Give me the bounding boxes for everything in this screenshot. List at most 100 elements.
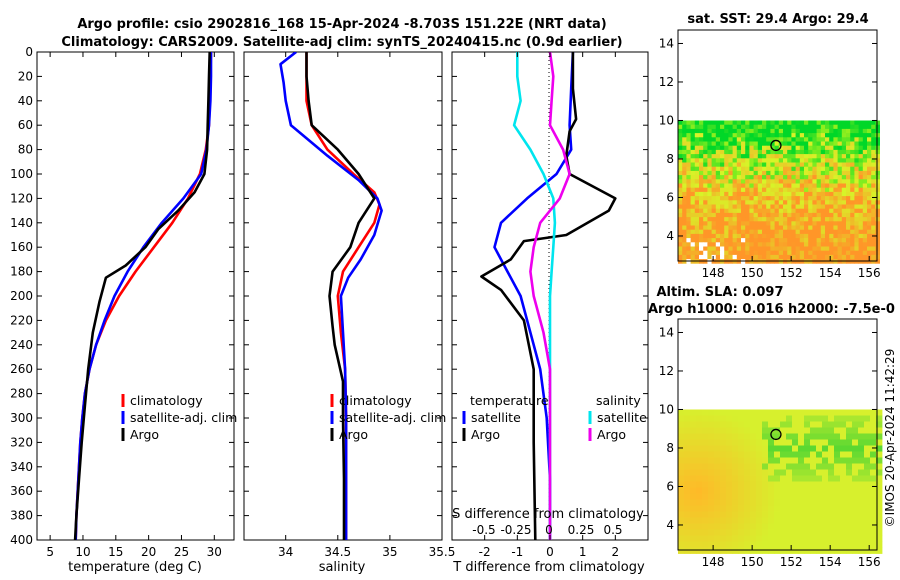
map-cell <box>774 246 780 252</box>
map-cell <box>724 170 729 176</box>
map-cell <box>757 196 763 201</box>
map-cell <box>762 158 767 163</box>
map-cell <box>744 445 751 452</box>
map-cell <box>696 529 703 536</box>
map-cell <box>778 158 784 163</box>
map-cell <box>828 409 835 416</box>
map-cell <box>854 137 859 142</box>
map-cell <box>837 208 843 214</box>
map-cell <box>757 175 763 180</box>
map-cell <box>724 217 729 222</box>
map-cell <box>804 409 811 416</box>
map-cell <box>840 451 847 458</box>
map-cell <box>707 229 712 235</box>
map-cell <box>862 225 868 231</box>
map-cell <box>741 204 746 210</box>
map-cell <box>783 200 788 205</box>
map-cell <box>770 208 775 214</box>
map-cell <box>728 196 733 201</box>
map-cell <box>791 141 796 147</box>
map-cell <box>768 469 775 476</box>
map-cell <box>720 445 727 452</box>
map-cell <box>715 191 721 197</box>
map-cell <box>862 217 868 222</box>
map-cell <box>682 128 687 134</box>
map-cell <box>702 481 709 488</box>
map-cell <box>867 158 872 163</box>
map-cell <box>768 421 775 428</box>
map-cell <box>690 541 697 548</box>
map-cell <box>749 141 754 147</box>
map-cell <box>791 128 796 134</box>
map-cell <box>774 229 780 235</box>
map-cell <box>696 517 703 524</box>
map-cell <box>795 128 801 134</box>
map-cell <box>770 166 775 172</box>
map-cell <box>696 427 703 434</box>
map-cell <box>783 221 788 226</box>
map-cell <box>833 133 838 138</box>
map-cell <box>854 242 859 247</box>
map-cell <box>745 137 750 142</box>
map-cell <box>816 511 823 518</box>
y-tick-label: 400 <box>10 533 33 547</box>
map-cell <box>678 187 683 193</box>
map-cell <box>711 124 717 130</box>
map-cell <box>703 162 708 168</box>
map-cell <box>720 208 725 214</box>
map-cell <box>694 128 700 134</box>
map-cell <box>774 487 781 494</box>
map-cell <box>724 246 729 252</box>
map-cell <box>862 141 868 147</box>
map-cell <box>678 541 685 548</box>
map-cell <box>846 137 851 142</box>
map-cell <box>694 238 700 243</box>
map-cell <box>808 183 813 189</box>
map-cell <box>833 154 838 159</box>
map-cell <box>728 200 733 205</box>
map-cell <box>696 499 703 506</box>
map-cell <box>678 246 683 252</box>
map-cell <box>686 221 691 226</box>
map-cell <box>762 511 769 518</box>
map-cell <box>678 523 685 530</box>
map-cell <box>786 439 793 446</box>
map-cell <box>732 511 739 518</box>
map-cell <box>732 445 739 452</box>
map-cell <box>804 187 809 193</box>
map-cell <box>854 170 859 176</box>
map-cell <box>745 238 750 243</box>
map-cell <box>871 238 876 243</box>
map-cell <box>720 120 725 126</box>
map-cell <box>715 175 721 180</box>
map-cell <box>728 128 733 134</box>
map-cell <box>864 517 871 524</box>
map-cell <box>864 529 871 536</box>
map-cell <box>750 541 757 548</box>
map-cell <box>728 204 733 210</box>
map-cell <box>795 229 801 235</box>
map-cell <box>714 427 721 434</box>
map-cell <box>715 170 721 176</box>
map-cell <box>828 511 835 518</box>
map-cell <box>791 179 796 184</box>
map-cell <box>770 204 775 210</box>
map-cell <box>757 242 763 247</box>
map-cell <box>715 154 721 159</box>
map-cell <box>833 158 838 163</box>
map-cell <box>766 246 771 252</box>
map-cell <box>833 246 838 252</box>
map-cell <box>726 547 733 554</box>
map-cell <box>816 200 822 205</box>
map-cell <box>858 221 864 226</box>
map-cell <box>762 225 767 231</box>
map-cell <box>715 120 721 126</box>
map-cell <box>791 254 796 260</box>
map-cell <box>870 499 877 506</box>
map-cell <box>864 415 871 422</box>
difference-top-ticks: -0.5 -0.25 0 0.25 0.5 <box>472 523 622 537</box>
map-cell <box>820 233 826 239</box>
map-cell <box>682 120 687 126</box>
map-cell <box>867 154 872 159</box>
map-cell <box>738 415 745 422</box>
